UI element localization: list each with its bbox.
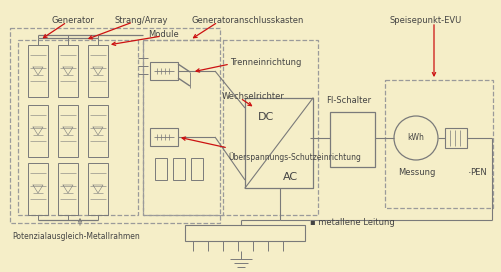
- Bar: [185, 225, 305, 241]
- Text: Wechselrichter: Wechselrichter: [222, 92, 285, 101]
- Bar: [191, 158, 203, 180]
- Bar: [58, 45, 78, 97]
- Text: Module: Module: [148, 30, 179, 39]
- Bar: [28, 45, 48, 97]
- Text: PEN: PEN: [470, 168, 487, 177]
- Text: Speisepunkt-EVU: Speisepunkt-EVU: [390, 16, 462, 25]
- Text: FI-Schalter: FI-Schalter: [326, 96, 371, 105]
- Bar: [88, 45, 108, 97]
- Text: ▪ metallene Leitung: ▪ metallene Leitung: [310, 218, 395, 227]
- Text: Potenzialausgleich-Metallrahmen: Potenzialausgleich-Metallrahmen: [12, 232, 140, 241]
- Bar: [173, 158, 185, 180]
- Text: kWh: kWh: [407, 134, 424, 143]
- Text: Messung: Messung: [398, 168, 435, 177]
- Text: Generatoranschlusskasten: Generatoranschlusskasten: [192, 16, 305, 25]
- Text: AC: AC: [283, 172, 298, 182]
- Bar: [88, 105, 108, 157]
- Text: Überspannungs-Schutzeinrichtung: Überspannungs-Schutzeinrichtung: [228, 152, 361, 162]
- Bar: [445, 128, 467, 148]
- Text: DC: DC: [258, 112, 274, 122]
- Bar: [330, 112, 375, 167]
- Bar: [88, 163, 108, 215]
- Bar: [28, 163, 48, 215]
- Text: Strang/Array: Strang/Array: [115, 16, 168, 25]
- Bar: [155, 158, 167, 180]
- Bar: [28, 105, 48, 157]
- Text: Trenneinrichtung: Trenneinrichtung: [230, 58, 302, 67]
- Bar: [58, 105, 78, 157]
- Text: Generator: Generator: [52, 16, 95, 25]
- Bar: [150, 62, 178, 80]
- Bar: [150, 128, 178, 146]
- Text: ·: ·: [468, 168, 471, 178]
- Bar: [58, 163, 78, 215]
